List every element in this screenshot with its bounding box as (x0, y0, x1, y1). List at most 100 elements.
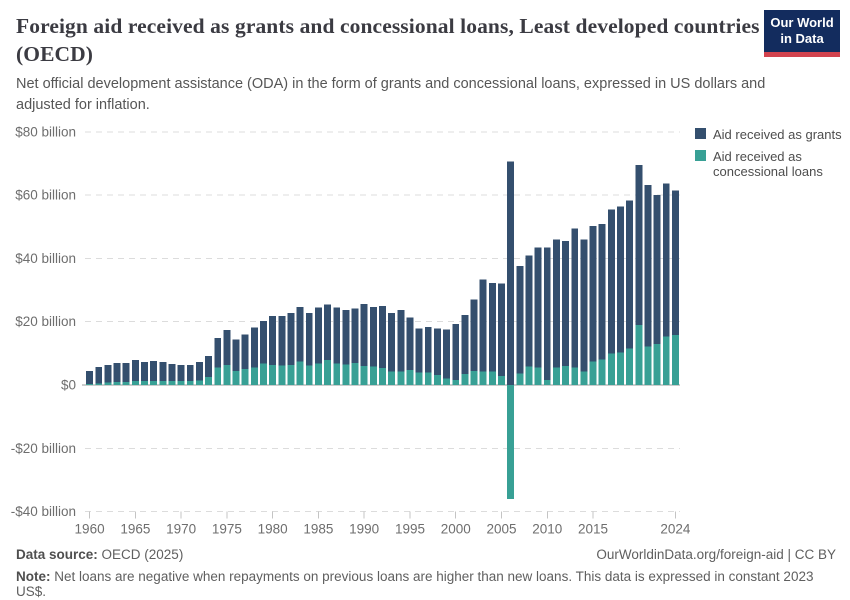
bar-loans-1969[interactable] (168, 381, 176, 385)
bar-grants-1997[interactable] (424, 326, 432, 373)
bar-grants-1971[interactable] (186, 365, 194, 381)
bar-loans-2016[interactable] (598, 359, 606, 385)
bar-grants-1981[interactable] (278, 316, 286, 366)
bar-grants-2012[interactable] (562, 241, 570, 367)
bar-grants-2003[interactable] (479, 279, 487, 372)
bar-grants-2001[interactable] (461, 315, 469, 374)
bar-grants-2009[interactable] (534, 247, 542, 368)
bar-loans-1978[interactable] (250, 367, 258, 385)
bar-grants-2023[interactable] (662, 183, 670, 337)
bar-loans-2022[interactable] (653, 343, 661, 385)
bar-loans-1998[interactable] (433, 374, 441, 385)
bar-grants-1961[interactable] (95, 366, 103, 384)
bar-loans-1989[interactable] (351, 363, 359, 385)
bar-grants-1970[interactable] (177, 365, 185, 382)
bar-grants-1960[interactable] (86, 370, 94, 385)
bar-grants-1974[interactable] (214, 337, 222, 368)
bar-loans-1996[interactable] (415, 372, 423, 385)
bar-loans-1977[interactable] (241, 368, 249, 385)
bar-loans-2015[interactable] (589, 361, 597, 385)
bar-loans-1960[interactable] (86, 384, 94, 385)
bar-grants-2019[interactable] (626, 200, 634, 349)
bar-loans-2005[interactable] (498, 376, 505, 385)
bar-grants-2022[interactable] (653, 195, 661, 344)
bar-loans-2021[interactable] (644, 346, 652, 385)
bar-loans-1990[interactable] (360, 366, 368, 385)
bar-grants-2002[interactable] (470, 299, 478, 371)
bar-grants-1972[interactable] (195, 361, 203, 381)
bar-loans-1970[interactable] (177, 381, 185, 385)
bar-loans-1987[interactable] (333, 363, 341, 385)
bar-loans-1983[interactable] (296, 361, 304, 385)
bar-grants-2013[interactable] (571, 228, 579, 368)
bar-loans-1963[interactable] (113, 381, 121, 385)
bar-loans-1976[interactable] (232, 371, 240, 385)
bar-grants-2000[interactable] (452, 323, 460, 380)
bar-loans-1982[interactable] (287, 365, 295, 385)
bar-loans-2013[interactable] (571, 367, 579, 385)
legend-item-loans[interactable]: Aid received as concessional loans (695, 149, 845, 180)
bar-loans-1973[interactable] (205, 377, 213, 385)
bar-loans-2004[interactable] (488, 371, 496, 385)
bar-loans-2014[interactable] (580, 371, 588, 385)
bar-grants-1986[interactable] (324, 304, 332, 360)
bar-loans-1992[interactable] (379, 368, 386, 385)
bar-loans-1999[interactable] (443, 378, 451, 385)
bar-loans-1994[interactable] (397, 371, 405, 385)
bar-loans-2018[interactable] (617, 352, 624, 385)
bar-loans-1961[interactable] (95, 383, 103, 385)
bar-loans-1967[interactable] (150, 381, 158, 385)
bar-grants-1968[interactable] (159, 361, 167, 382)
bar-grants-2005[interactable] (498, 283, 505, 377)
bar-loans-2001[interactable] (461, 373, 469, 385)
bar-grants-1975[interactable] (223, 329, 231, 366)
bar-loans-2003[interactable] (479, 371, 487, 385)
bar-grants-1976[interactable] (232, 339, 240, 372)
bar-loans-2006[interactable] (507, 385, 515, 500)
bar-grants-1963[interactable] (113, 362, 121, 382)
bar-loans-1988[interactable] (342, 364, 350, 385)
bar-loans-1974[interactable] (214, 367, 222, 385)
bar-loans-2007[interactable] (516, 373, 524, 385)
bar-grants-2006[interactable] (507, 161, 515, 385)
bar-grants-2021[interactable] (644, 184, 652, 347)
bar-loans-1971[interactable] (186, 380, 194, 385)
bar-grants-2015[interactable] (589, 226, 597, 362)
bar-grants-1984[interactable] (305, 312, 313, 366)
bar-grants-1995[interactable] (406, 317, 414, 371)
bar-loans-1962[interactable] (104, 382, 112, 385)
bar-loans-2012[interactable] (562, 366, 570, 385)
bar-loans-1972[interactable] (195, 380, 203, 385)
bar-grants-2004[interactable] (488, 282, 496, 372)
bar-grants-2007[interactable] (516, 266, 524, 374)
owid-logo[interactable]: Our World in Data (764, 10, 840, 57)
bar-grants-2024[interactable] (671, 190, 679, 335)
bar-loans-2009[interactable] (534, 367, 542, 385)
bar-loans-2024[interactable] (671, 334, 679, 385)
bar-grants-2016[interactable] (598, 223, 606, 360)
bar-grants-1973[interactable] (205, 355, 213, 378)
bar-grants-2008[interactable] (525, 255, 533, 367)
bar-grants-1993[interactable] (388, 312, 396, 372)
bar-loans-1997[interactable] (424, 372, 432, 385)
bar-loans-1984[interactable] (305, 365, 313, 385)
bar-loans-2011[interactable] (552, 367, 560, 385)
bar-grants-1990[interactable] (360, 303, 368, 367)
legend-item-grants[interactable]: Aid received as grants (695, 127, 845, 143)
bar-grants-1991[interactable] (369, 306, 377, 367)
bar-grants-2018[interactable] (617, 206, 624, 353)
bar-grants-1998[interactable] (433, 328, 441, 375)
bar-loans-1993[interactable] (388, 371, 396, 385)
bar-loans-1979[interactable] (260, 363, 267, 385)
bar-grants-1978[interactable] (250, 327, 258, 368)
bar-grants-2010[interactable] (543, 247, 551, 380)
bar-loans-1966[interactable] (141, 381, 148, 385)
bar-grants-1982[interactable] (287, 312, 295, 366)
bar-loans-1980[interactable] (269, 365, 277, 385)
bar-grants-2014[interactable] (580, 239, 588, 372)
bar-grants-1969[interactable] (168, 364, 176, 382)
bar-loans-1986[interactable] (324, 359, 332, 385)
bar-loans-1981[interactable] (278, 365, 286, 385)
bar-loans-2019[interactable] (626, 348, 634, 385)
bar-grants-1988[interactable] (342, 309, 350, 365)
